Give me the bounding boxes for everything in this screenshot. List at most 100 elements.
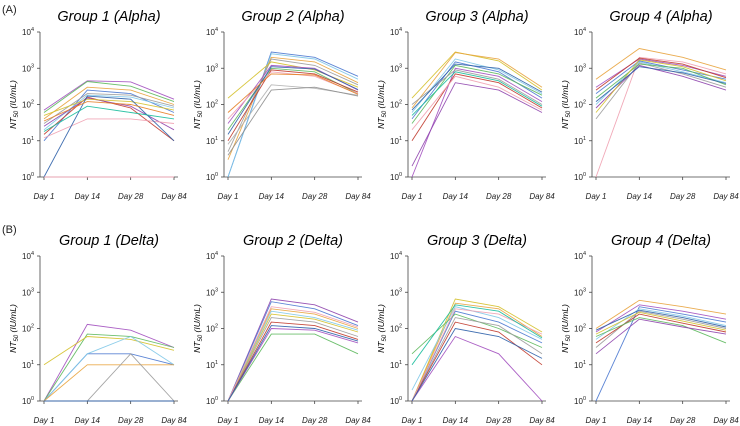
y-axis-label: NT50 (IU/mL) xyxy=(192,304,204,353)
y-tick-base: 10 xyxy=(206,137,215,146)
y-tick-label: 101 xyxy=(574,136,586,146)
x-tick-label: Day 1 xyxy=(34,416,55,425)
y-tick-base: 10 xyxy=(574,361,583,370)
x-tick-label: Day 1 xyxy=(218,416,239,425)
x-tick-label: Day 28 xyxy=(118,192,144,201)
y-tick-base: 10 xyxy=(574,252,583,261)
x-tick-label: Day 28 xyxy=(670,416,696,425)
y-tick-label: 101 xyxy=(206,136,218,146)
series-line xyxy=(411,52,543,109)
series-line xyxy=(227,298,359,402)
y-tick-label: 102 xyxy=(22,100,34,110)
x-tick-label: Day 1 xyxy=(402,416,423,425)
series-line xyxy=(43,335,175,402)
y-tick-base: 10 xyxy=(574,397,583,406)
series-line xyxy=(43,364,174,402)
y-tick-exponent: 4 xyxy=(31,27,34,33)
series-line xyxy=(411,306,543,391)
y-tick-label: 104 xyxy=(390,251,402,261)
series-line xyxy=(595,304,727,333)
y-tick-label: 101 xyxy=(574,360,586,370)
series-line xyxy=(595,299,727,329)
series-line xyxy=(227,306,359,402)
series-line xyxy=(411,51,543,99)
y-tick-base: 10 xyxy=(206,288,215,297)
series-line xyxy=(595,59,727,113)
series-line xyxy=(595,313,727,344)
y-tick-exponent: 4 xyxy=(399,27,402,33)
y-axis-label-subscript: 50 xyxy=(198,334,204,341)
y-tick-label: 102 xyxy=(206,324,218,334)
chart-title: Group 1 (Alpha) xyxy=(57,9,160,25)
series-line xyxy=(227,310,359,402)
series-line xyxy=(227,301,359,402)
y-tick-label: 103 xyxy=(390,63,402,73)
y-tick-base: 10 xyxy=(206,397,215,406)
series-line xyxy=(595,306,727,402)
y-tick-base: 10 xyxy=(206,28,215,37)
y-tick-exponent: 0 xyxy=(31,172,34,178)
series-line xyxy=(43,336,175,366)
series-line xyxy=(411,321,543,402)
chart-title: Group 3 (Delta) xyxy=(427,233,527,249)
y-tick-exponent: 2 xyxy=(31,100,34,106)
y-axis-label-subscript: 50 xyxy=(382,110,388,117)
y-tick-label: 103 xyxy=(574,63,586,73)
series-line xyxy=(227,86,359,156)
x-tick-label: Day 28 xyxy=(670,192,696,201)
series-line xyxy=(411,73,543,142)
y-tick-exponent: 3 xyxy=(31,63,34,69)
y-tick-exponent: 4 xyxy=(399,251,402,257)
y-axis-label-subscript: 50 xyxy=(14,334,20,341)
y-tick-label: 100 xyxy=(390,172,402,182)
y-axis-label-unit: (IU/mL) xyxy=(560,80,570,111)
x-tick-label: Day 28 xyxy=(486,192,512,201)
chart-title: Group 1 (Delta) xyxy=(59,233,159,249)
y-tick-base: 10 xyxy=(574,288,583,297)
y-tick-label: 104 xyxy=(22,27,34,37)
series-line xyxy=(411,302,543,402)
series-line xyxy=(43,101,175,122)
y-tick-base: 10 xyxy=(22,173,31,182)
x-tick-label: Day 14 xyxy=(75,192,101,201)
y-tick-exponent: 3 xyxy=(399,63,402,69)
y-tick-exponent: 1 xyxy=(31,360,34,366)
x-tick-label: Day 1 xyxy=(34,192,55,201)
y-tick-label: 100 xyxy=(574,396,586,406)
y-tick-exponent: 2 xyxy=(215,324,218,330)
x-tick-label: Day 84 xyxy=(713,192,739,201)
y-tick-base: 10 xyxy=(22,361,31,370)
y-tick-base: 10 xyxy=(390,137,399,146)
series-line xyxy=(227,69,359,142)
series-line xyxy=(411,67,543,178)
y-tick-base: 10 xyxy=(206,325,215,334)
y-tick-label: 102 xyxy=(390,100,402,110)
series-line xyxy=(595,308,727,340)
y-tick-exponent: 3 xyxy=(583,63,586,69)
series-line xyxy=(411,64,543,124)
y-tick-exponent: 2 xyxy=(399,100,402,106)
y-tick-exponent: 3 xyxy=(215,63,218,69)
y-tick-base: 10 xyxy=(22,325,31,334)
y-tick-exponent: 2 xyxy=(399,324,402,330)
series-line xyxy=(595,56,727,178)
y-tick-exponent: 3 xyxy=(399,287,402,293)
y-axis-label-unit: (IU/mL) xyxy=(192,80,202,111)
series-line xyxy=(595,317,727,344)
y-tick-base: 10 xyxy=(22,28,31,37)
y-tick-exponent: 1 xyxy=(583,360,586,366)
series-line xyxy=(595,309,727,331)
y-tick-exponent: 3 xyxy=(583,287,586,293)
series-line xyxy=(43,81,175,113)
series-line xyxy=(43,93,175,124)
y-tick-label: 100 xyxy=(22,172,34,182)
series-line xyxy=(411,304,543,366)
x-tick-label: Day 14 xyxy=(443,192,469,201)
series-line xyxy=(595,48,727,80)
y-tick-exponent: 0 xyxy=(215,172,218,178)
series-line xyxy=(227,73,359,113)
